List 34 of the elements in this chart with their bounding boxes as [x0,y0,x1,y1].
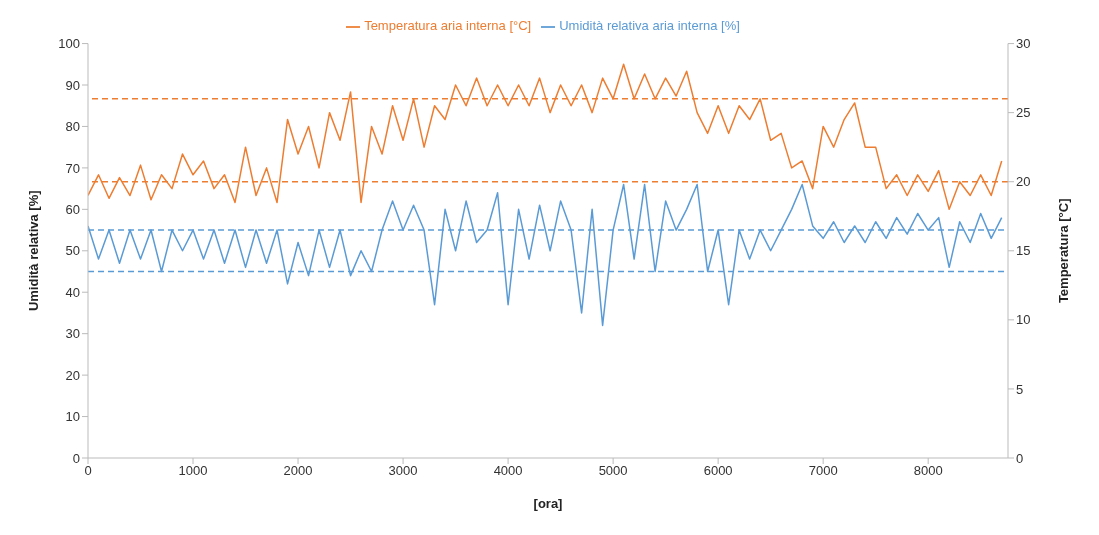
y2-tick-label: 30 [1016,36,1031,52]
x-tick-label: 8000 [913,463,943,479]
legend-label: Temperatura aria interna [°C] [364,18,532,33]
y2-axis-title: Temperatura [°C] [1055,198,1071,304]
y-tick-label: 80 [65,119,80,135]
x-tick-label: 3000 [388,463,418,479]
y2-tick-label: 0 [1016,450,1024,466]
legend-label: Umidità relativa aria interna [%] [559,18,740,33]
x-tick-label: 6000 [703,463,733,479]
y-tick-label: 30 [65,326,80,342]
y2-tick-label: 5 [1016,381,1024,397]
y-tick-label: 40 [65,284,80,300]
y-tick-label: 10 [65,409,80,425]
x-tick-label: 0 [84,463,92,479]
x-tick-label: 4000 [493,463,523,479]
y-tick-label: 50 [65,243,80,259]
y2-tick-label: 20 [1016,174,1031,190]
y-tick-label: 90 [65,77,80,93]
y-tick-label: 100 [58,36,80,52]
x-tick-label: 7000 [808,463,838,479]
y-tick-label: 70 [65,160,80,176]
y-tick-label: 60 [65,201,80,217]
x-tick-label: 2000 [283,463,313,479]
y2-tick-label: 15 [1016,243,1031,259]
line-series [88,183,1003,327]
y2-tick-label: 25 [1016,105,1031,121]
y-axis-title: Umidità relativa [%] [25,190,41,312]
line-series [88,63,1003,211]
y2-tick-label: 10 [1016,312,1031,328]
y-tick-label: 0 [72,450,80,466]
x-tick-label: 1000 [178,463,208,479]
x-tick-label: 5000 [598,463,628,479]
x-axis-title: [ora] [533,496,563,511]
y-tick-label: 20 [65,367,80,383]
